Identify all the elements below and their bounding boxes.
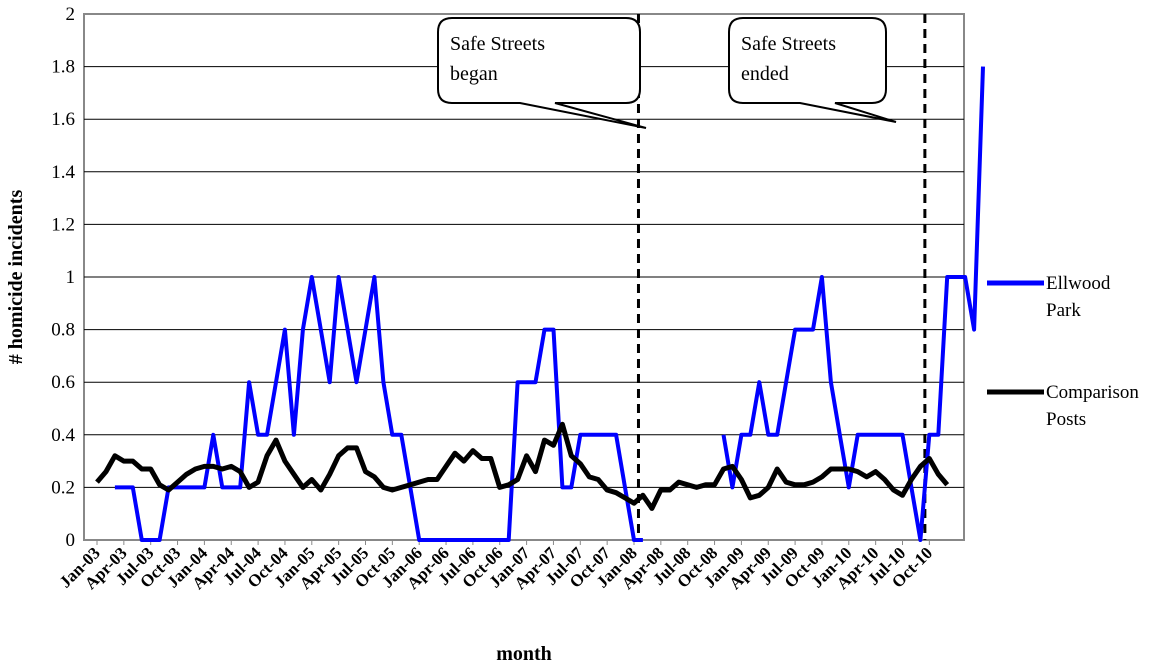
y-tick-label: 1.2 [51,214,75,235]
callout-text: Safe Streets [450,33,545,55]
callout-text: began [450,63,498,85]
legend: Ellwood Park Comparison Posts [987,273,1139,430]
callouts: Safe Streets began Safe Streets ended [437,17,897,129]
y-tick-label: 0.4 [51,425,75,446]
vertical-markers [636,14,927,540]
callout-text: Safe Streets [741,33,836,55]
series-line-ellwood-park [114,275,643,542]
series-line-comparison-posts [95,421,950,511]
callout-box [437,17,647,129]
legend-label: Ellwood [1046,273,1111,294]
series-lines [95,66,985,542]
legend-label: Posts [1046,409,1086,430]
x-axis-label: month [496,643,552,665]
y-axis-ticks: 0 0.2 0.4 0.6 0.8 1 1.2 1.4 1.6 1.8 2 [51,4,75,551]
y-tick-label: 1.4 [51,162,75,183]
y-tick-label: 1 [66,267,76,288]
y-tick-label: 0.8 [51,320,75,341]
callout-box [728,17,897,123]
y-tick-label: 1.6 [51,109,75,130]
legend-label: Park [1046,300,1081,321]
y-tick-label: 1.8 [51,57,75,78]
y-tick-label: 2 [66,4,76,25]
series-line-ellwood-park [721,66,985,542]
y-tick-label: 0.6 [51,372,75,393]
x-axis-ticks: Jan-03Apr-03Jul-03Oct-03Jan-04Apr-04Jul-… [56,540,936,593]
y-axis-label: # homicide incidents [5,190,27,365]
legend-label: Comparison [1046,382,1139,403]
y-tick-label: 0.2 [51,477,75,498]
callout-text: ended [741,63,789,85]
y-tick-label: 0 [66,530,76,551]
